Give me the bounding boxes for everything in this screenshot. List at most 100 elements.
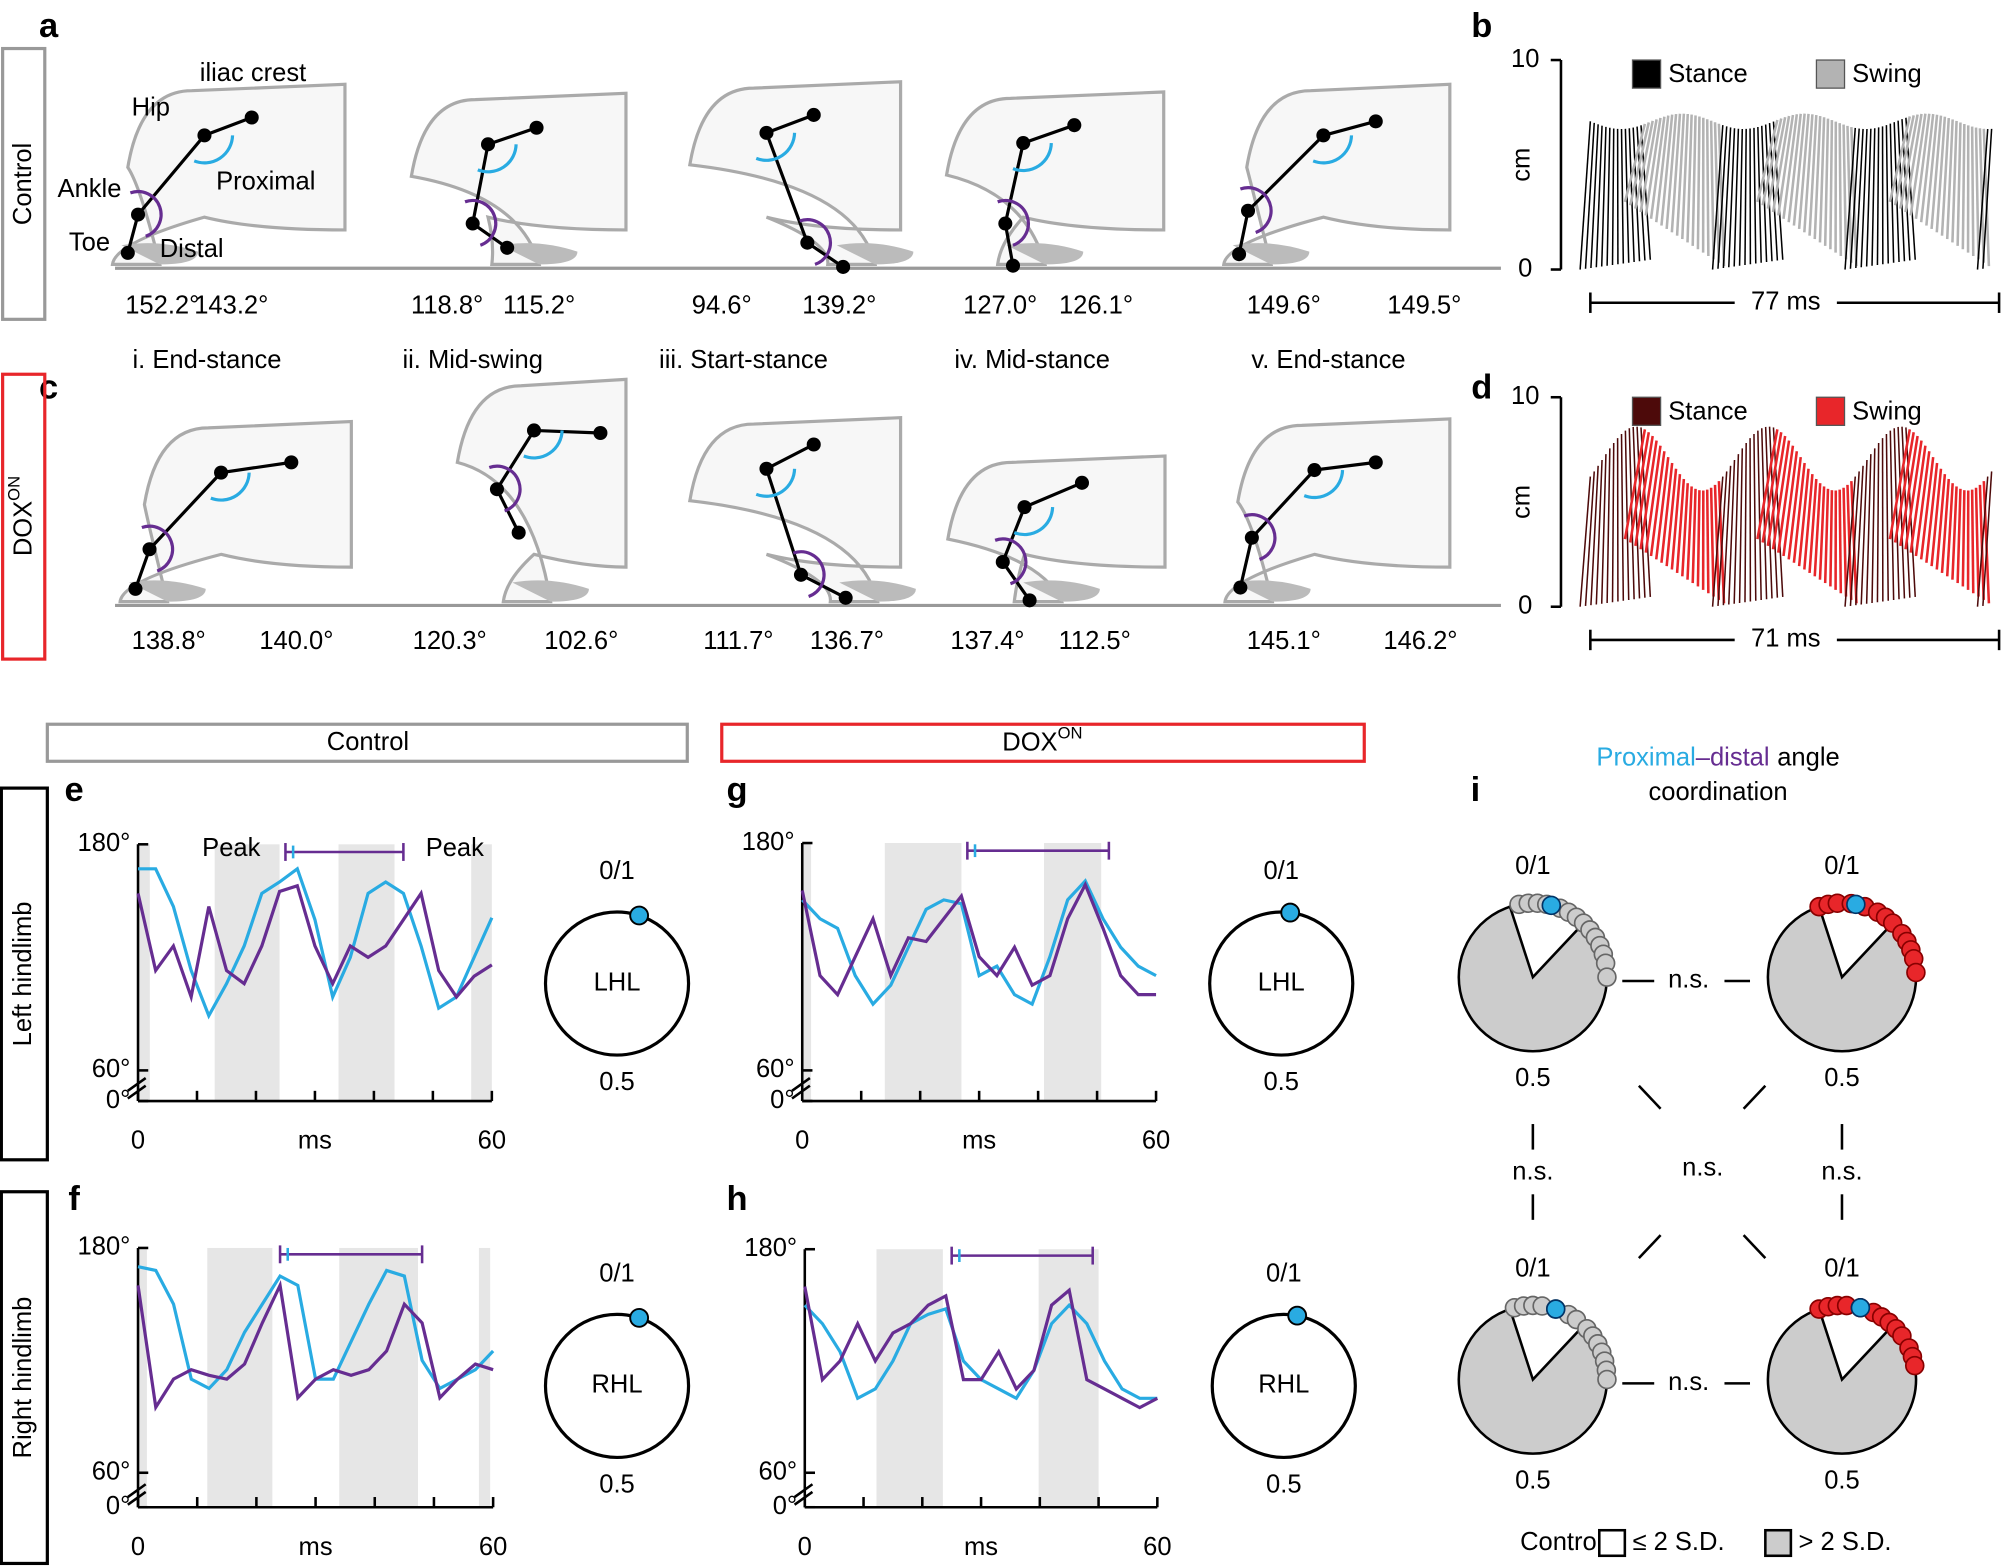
stance-band — [138, 844, 150, 1102]
annotation: Peak — [426, 834, 484, 862]
y-tick-label: 0° — [106, 1086, 130, 1114]
column-title-sup: ON — [1058, 724, 1083, 743]
stick — [1644, 117, 1662, 216]
stick — [1797, 113, 1810, 230]
limb-label: RHL — [1258, 1371, 1309, 1399]
joint — [800, 235, 815, 250]
joint — [995, 554, 1010, 570]
joint — [529, 120, 544, 135]
stick — [1829, 120, 1834, 250]
distal-arc — [488, 464, 522, 513]
joint — [759, 461, 774, 476]
proximal-arc — [1303, 469, 1345, 500]
circle-label: 0/1 — [1266, 1260, 1302, 1288]
stick — [1681, 113, 1690, 240]
joint — [1232, 247, 1247, 262]
annotation: Peak — [202, 834, 260, 862]
significance-label: n.s. — [1668, 1368, 1709, 1396]
stick — [1930, 115, 1943, 230]
paw — [1232, 243, 1310, 265]
phase-dot — [1280, 902, 1301, 923]
stick — [1846, 125, 1853, 263]
phase-dot — [629, 1307, 650, 1328]
joint — [838, 590, 853, 605]
stick — [1925, 462, 1939, 563]
stick — [1623, 429, 1647, 540]
paw — [500, 243, 578, 265]
stick — [1717, 126, 1728, 269]
stick — [1865, 128, 1872, 267]
annotation: Proximal — [216, 167, 315, 195]
y-tick-label: 0° — [770, 1086, 794, 1114]
stick — [1974, 127, 1980, 260]
limb — [133, 460, 292, 590]
stick — [1909, 113, 1927, 216]
stick — [1771, 440, 1791, 550]
stick — [1738, 448, 1744, 603]
joint — [142, 542, 157, 557]
stick — [1624, 430, 1630, 600]
stick — [1982, 128, 1991, 267]
i-title-distal: –distal — [1696, 743, 1770, 771]
stick — [1818, 486, 1826, 580]
i-title-proximal: Proximal — [1596, 743, 1695, 771]
proximal-arc — [193, 135, 235, 165]
stick — [1855, 128, 1864, 269]
x-tick-label: 60 — [479, 1533, 507, 1561]
stick — [1733, 128, 1740, 267]
body — [118, 419, 353, 604]
stick — [1792, 113, 1806, 226]
body — [946, 454, 1167, 604]
distal-arc — [799, 218, 832, 266]
stick — [1914, 451, 1931, 557]
stick — [1600, 454, 1607, 604]
y-tick-label: 180° — [744, 1234, 797, 1262]
stick — [1584, 471, 1596, 607]
stick — [1842, 124, 1848, 260]
stick — [1717, 471, 1728, 607]
angle-label: 118.8° — [411, 291, 483, 319]
stick — [1849, 471, 1860, 607]
y-tick-label: 0 — [1518, 254, 1532, 282]
joint — [836, 259, 851, 274]
panel-label: d — [1471, 369, 1492, 407]
significance-label: n.s. — [1682, 1154, 1723, 1182]
stick — [1777, 445, 1795, 553]
stick — [1620, 128, 1625, 264]
y-tick-label: 0° — [106, 1492, 130, 1520]
x-axis-label: ms — [298, 1127, 332, 1155]
legend-swatch — [1764, 1528, 1793, 1558]
stick — [1974, 487, 1980, 597]
stick — [1982, 128, 1993, 269]
joint — [593, 425, 608, 441]
angle-label: 140.0° — [259, 627, 333, 655]
panel-label: e — [65, 771, 84, 809]
stance-band — [214, 844, 280, 1102]
circle-label: 0.5 — [1266, 1470, 1302, 1498]
annotation: Hip — [132, 93, 170, 121]
proximal-arc — [523, 430, 564, 460]
joint — [806, 107, 821, 122]
stick — [1808, 478, 1818, 574]
limb — [764, 443, 847, 600]
joint — [526, 423, 542, 438]
stick — [1838, 489, 1843, 594]
angle-label: 138.8° — [132, 627, 206, 655]
joint — [1017, 500, 1032, 515]
stick — [1623, 123, 1647, 203]
distal-arc — [464, 198, 498, 247]
y-tick-label: 180° — [742, 828, 795, 856]
stick — [1606, 127, 1611, 266]
y-axis-label: cm — [1507, 485, 1535, 519]
stance-band — [339, 1247, 418, 1508]
stick — [1914, 113, 1931, 219]
stick — [1709, 487, 1715, 597]
stick — [1838, 123, 1843, 257]
joint — [465, 216, 480, 231]
legend-label: ≤ 2 S.D. — [1632, 1528, 1724, 1556]
distal-arc — [141, 524, 175, 573]
stick — [1844, 127, 1857, 270]
stick — [1761, 118, 1783, 206]
limb — [1003, 123, 1075, 266]
stick — [1649, 451, 1666, 557]
